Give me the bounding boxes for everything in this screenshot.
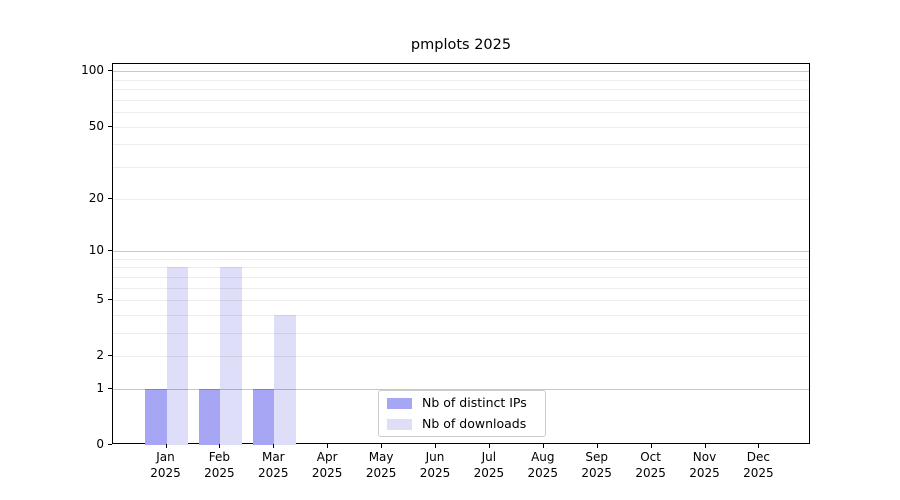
x-tick-label-year: 2025 (527, 465, 559, 480)
legend-swatch-downloads-icon (387, 418, 412, 430)
x-tick-label-year: 2025 (743, 465, 774, 480)
bar-distinct-ips (252, 388, 275, 445)
x-tick-mark (219, 444, 221, 448)
x-tick-label-year: 2025 (581, 465, 612, 480)
x-tick-mark (327, 444, 329, 448)
chart-title: pmplots 2025 (410, 37, 512, 53)
gridline-minor (113, 144, 809, 146)
legend-item-distinct-ips: Nb of distinct IPs (379, 393, 545, 414)
x-tick-mark (381, 444, 383, 448)
gridline-minor (113, 198, 809, 200)
y-tick-label: 20 (88, 190, 104, 205)
y-tick-label: 5 (96, 291, 104, 306)
x-tick-label: Nov 2025 (675, 450, 735, 481)
x-tick-label-month: Mar (261, 450, 285, 464)
y-tick-label: 2 (96, 348, 104, 363)
gridline-minor (113, 356, 809, 358)
x-tick-label-month: Oct (640, 450, 661, 464)
y-tick-mark (108, 387, 112, 389)
x-tick-label: Mar 2025 (243, 450, 303, 481)
x-tick-mark (542, 444, 544, 448)
y-tick-mark (108, 70, 112, 72)
bar-distinct-ips (198, 388, 221, 445)
gridline-minor (113, 167, 809, 169)
legend-label-distinct-ips: Nb of distinct IPs (422, 395, 527, 410)
bar-downloads (166, 267, 188, 445)
x-tick-mark (488, 444, 490, 448)
plot-area (112, 63, 810, 445)
x-tick-mark (758, 444, 760, 448)
y-tick-label: 0 (96, 437, 104, 451)
gridline-minor (113, 267, 809, 269)
x-tick-label: Dec 2025 (728, 450, 788, 481)
legend-item-downloads: Nb of downloads (379, 414, 545, 435)
x-tick-mark (596, 444, 598, 448)
x-tick-label-month: Jun (425, 450, 445, 464)
y-tick-label: 1 (96, 380, 104, 395)
y-tick-label: 50 (88, 118, 104, 133)
x-tick-label: May 2025 (351, 450, 411, 481)
bar-distinct-ips (145, 388, 167, 445)
x-tick-label-year: 2025 (419, 465, 451, 480)
x-tick-label-month: Apr (316, 450, 338, 464)
legend-swatch-distinct-ips-icon (387, 397, 412, 409)
x-tick-label-month: Dec (746, 450, 770, 464)
gridline-minor (113, 332, 809, 334)
y-tick-mark (108, 197, 112, 199)
gridline-minor (113, 276, 809, 278)
x-tick-label-month: May (368, 450, 394, 464)
x-tick-label-month: Jan (156, 450, 175, 464)
x-tick-label-year: 2025 (150, 465, 181, 480)
gridline-minor (113, 314, 809, 316)
gridline-major (113, 250, 809, 252)
x-tick-label-month: Nov (692, 450, 717, 464)
x-tick-label: Jul 2025 (459, 450, 519, 481)
x-tick-label-year: 2025 (258, 465, 289, 480)
gridline-minor (113, 299, 809, 301)
x-tick-mark (273, 444, 275, 448)
x-tick-label-year: 2025 (204, 465, 235, 480)
x-tick-label: Oct 2025 (621, 450, 681, 481)
gridline-minor (113, 79, 809, 81)
x-tick-mark (650, 444, 652, 448)
x-tick-mark (435, 444, 436, 448)
gridline-major (113, 388, 809, 390)
x-tick-label-year: 2025 (689, 465, 720, 480)
x-tick-label: Feb 2025 (189, 450, 249, 481)
gridline-minor (113, 287, 809, 289)
x-tick-label: Sep 2025 (567, 450, 627, 481)
y-tick-mark (108, 298, 112, 300)
legend-label-downloads: Nb of downloads (422, 416, 527, 431)
legend: Nb of distinct IPs Nb of downloads (378, 390, 546, 437)
gridline-major (113, 71, 809, 73)
x-tick-label: Apr 2025 (297, 450, 357, 481)
x-tick-label-year: 2025 (365, 465, 397, 480)
x-tick-label: Aug 2025 (513, 450, 573, 481)
gridline-minor (113, 258, 809, 260)
x-tick-label-month: Jul (481, 450, 497, 464)
y-tick-mark (108, 125, 112, 127)
y-tick-mark (108, 444, 112, 445)
x-tick-mark (165, 444, 167, 448)
x-tick-label-year: 2025 (473, 465, 505, 480)
gridline-minor (113, 126, 809, 128)
x-tick-label-month: Feb (208, 450, 231, 464)
y-tick-label: 100 (81, 63, 104, 78)
gridline-minor (113, 112, 809, 114)
y-tick-mark (108, 355, 112, 357)
x-tick-label-month: Sep (585, 450, 608, 464)
x-tick-label: Jun 2025 (405, 450, 465, 481)
x-tick-mark (704, 444, 706, 448)
x-tick-label: Jan 2025 (136, 450, 196, 481)
x-tick-label-month: Aug (531, 450, 555, 464)
x-tick-label-year: 2025 (635, 465, 666, 480)
bar-downloads (220, 267, 242, 445)
bar-downloads (274, 314, 296, 445)
gridline-minor (113, 89, 809, 91)
gridline-minor (113, 100, 809, 102)
y-tick-mark (108, 249, 112, 251)
y-tick-label: 10 (88, 242, 104, 257)
x-tick-label-year: 2025 (311, 465, 343, 480)
